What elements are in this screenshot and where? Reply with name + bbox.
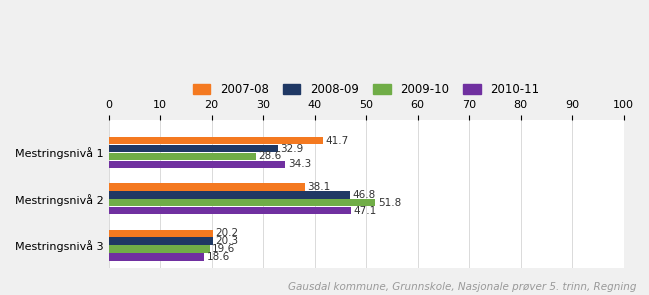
Text: 18.6: 18.6: [207, 252, 230, 262]
Text: 20.3: 20.3: [215, 236, 239, 246]
Text: 32.9: 32.9: [280, 144, 304, 154]
Bar: [108, 183, 305, 191]
Text: 38.1: 38.1: [308, 182, 330, 192]
Bar: [108, 207, 351, 214]
Bar: [108, 137, 323, 145]
Text: 19.6: 19.6: [212, 244, 236, 254]
Text: 47.1: 47.1: [354, 206, 377, 216]
Bar: [108, 160, 285, 168]
Text: Gausdal kommune, Grunnskole, Nasjonale prøver 5. trinn, Regning: Gausdal kommune, Grunnskole, Nasjonale p…: [288, 282, 636, 292]
Text: 20.2: 20.2: [215, 228, 238, 238]
Bar: [108, 237, 213, 245]
Bar: [108, 245, 210, 253]
Legend: 2007-08, 2008-09, 2009-10, 2010-11: 2007-08, 2008-09, 2009-10, 2010-11: [188, 79, 545, 101]
Bar: [108, 153, 256, 160]
Bar: [108, 253, 204, 260]
Bar: [108, 230, 213, 237]
Text: 41.7: 41.7: [326, 136, 349, 146]
Bar: [108, 199, 375, 206]
Bar: [108, 191, 350, 199]
Text: 34.3: 34.3: [288, 159, 311, 169]
Text: 51.8: 51.8: [378, 198, 401, 208]
Bar: [108, 145, 278, 152]
Text: 28.6: 28.6: [258, 151, 282, 161]
Text: 46.8: 46.8: [352, 190, 375, 200]
